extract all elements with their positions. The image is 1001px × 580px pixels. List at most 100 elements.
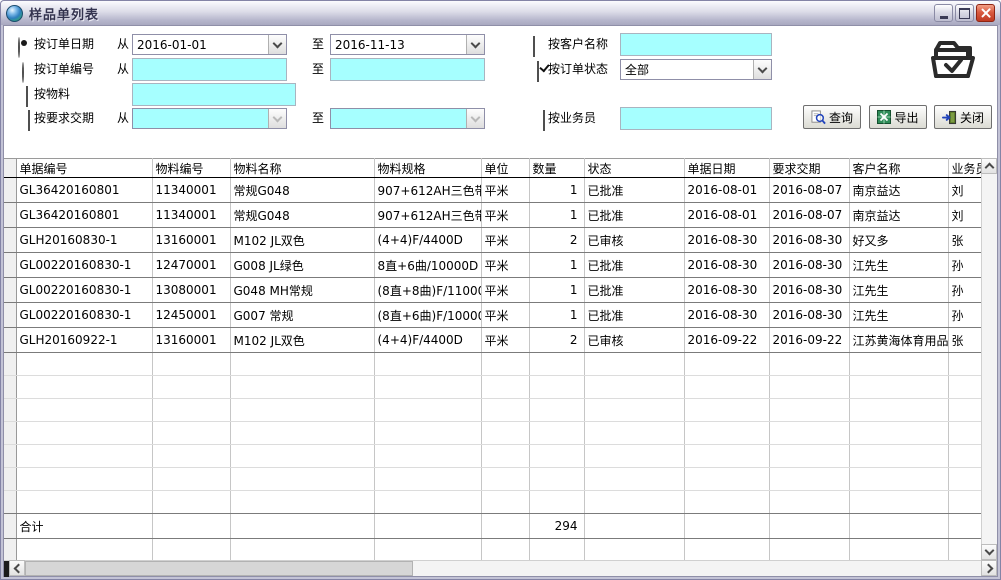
cell-customer: 南京益达: [849, 177, 949, 203]
cell-doc-date: 2016-08-30: [684, 277, 770, 303]
col-header-doc-date[interactable]: 单据日期: [684, 158, 770, 178]
cell-status: 已审核: [584, 227, 685, 253]
filter-by-date-radio[interactable]: [18, 37, 20, 58]
status-value: 全部: [625, 63, 650, 77]
orderno-to-input[interactable]: [330, 58, 485, 81]
cell-qty: 1: [529, 202, 585, 228]
scroll-up-button[interactable]: [981, 158, 997, 174]
row-selector[interactable]: [4, 252, 17, 278]
row-selector[interactable]: [4, 177, 17, 203]
col-header-status[interactable]: 状态: [584, 158, 685, 178]
export-button-label: 导出: [894, 110, 919, 125]
col-header-due-date[interactable]: 要求交期: [769, 158, 850, 178]
col-header-salesman[interactable]: 业务员: [948, 158, 982, 178]
row-selector[interactable]: [4, 227, 17, 253]
table-row[interactable]: GLH20160922-1 13160001 M102 JL双色 (4+4)F/440…: [4, 327, 982, 353]
cell-qty: 1: [529, 277, 585, 303]
table-row[interactable]: GL00220160830-1 12470001 G008 JL绿色 8直+6曲/10…: [4, 252, 982, 278]
search-document-icon: [811, 109, 826, 124]
cell-spec: 907+612AH三色带: [374, 177, 482, 203]
row-selector[interactable]: [4, 302, 17, 328]
cell-unit: 平米: [481, 177, 530, 203]
date-from-value: 2016-01-01: [137, 37, 207, 52]
cell-doc-date: 2016-08-01: [684, 202, 770, 228]
app-icon: [6, 4, 23, 22]
cell-material-name: 常规G048: [230, 177, 375, 203]
due-to-combo[interactable]: [330, 108, 485, 129]
table-row[interactable]: GL36420160801 11340001 常规G048 907+612AH三色带平…: [4, 202, 982, 228]
cell-customer: 江先生: [849, 302, 949, 328]
status-combo[interactable]: 全部: [620, 59, 772, 80]
col-header-material-name[interactable]: 物料名称: [230, 158, 375, 178]
close-button[interactable]: [976, 4, 995, 22]
filter-by-status-label: 按订单状态: [548, 62, 609, 76]
col-header-spec[interactable]: 物料规格: [374, 158, 482, 178]
date-from-dropdown-button[interactable]: [268, 35, 286, 54]
scroll-right-button[interactable]: [981, 560, 997, 576]
material-input[interactable]: [132, 83, 296, 106]
close-window-button[interactable]: 关闭: [934, 105, 992, 129]
date-to-dropdown-button[interactable]: [466, 35, 484, 54]
col-header-material-no[interactable]: 物料编号: [152, 158, 231, 178]
select-all-corner[interactable]: [4, 158, 17, 178]
customer-name-input[interactable]: [620, 33, 772, 56]
orderno-from-label: 从: [117, 62, 130, 76]
vertical-scrollbar[interactable]: [981, 158, 997, 560]
cell-material-no: 13080001: [152, 277, 231, 303]
table-row[interactable]: GLH20160830-1 13160001 M102 JL双色 (4+4)F/440…: [4, 227, 982, 253]
cell-doc-date: 2016-08-01: [684, 177, 770, 203]
export-button[interactable]: 导出: [869, 105, 927, 129]
filter-by-orderno-radio[interactable]: [22, 62, 24, 83]
cell-salesman: 孙: [948, 302, 982, 328]
chevron-down-icon: [984, 545, 994, 556]
col-header-qty[interactable]: 数量: [529, 158, 585, 178]
horizontal-scroll-thumb[interactable]: [25, 561, 413, 576]
date-to-combo[interactable]: 2016-11-13: [330, 34, 485, 55]
due-from-combo[interactable]: [132, 108, 287, 129]
cell-customer: 江先生: [849, 252, 949, 278]
filter-by-material-checkbox[interactable]: [26, 86, 28, 107]
cell-status: 已批准: [584, 252, 685, 278]
cell-salesman: 张: [948, 327, 982, 353]
filter-by-customer-checkbox[interactable]: [533, 36, 535, 57]
sample-order-table: 单据编号 物料编号 物料名称 物料规格 单位 数量 状态 单据日期 要求交期 客…: [4, 158, 982, 561]
cell-qty: 1: [529, 302, 585, 328]
scroll-down-button[interactable]: [981, 544, 997, 560]
scroll-left-button[interactable]: [9, 560, 25, 576]
cell-doc-no: GLH20160922-1: [16, 327, 153, 353]
date-to-label: 至: [312, 37, 325, 51]
table-header-row: 单据编号 物料编号 物料名称 物料规格 单位 数量 状态 单据日期 要求交期 客…: [4, 158, 982, 178]
status-dropdown-button[interactable]: [753, 60, 771, 79]
row-selector[interactable]: [4, 327, 17, 353]
orderno-from-input[interactable]: [132, 58, 287, 81]
due-from-dropdown-button[interactable]: [268, 109, 286, 128]
salesman-input[interactable]: [620, 107, 772, 130]
cell-doc-date: 2016-08-30: [684, 252, 770, 278]
table-row[interactable]: GL00220160830-1 13080001 G048 MH常规 (8直+8曲)F…: [4, 277, 982, 303]
chevron-right-icon: [983, 563, 993, 573]
cell-doc-no: GL00220160830-1: [16, 252, 153, 278]
filter-by-salesman-checkbox[interactable]: [543, 110, 545, 131]
col-header-doc-no[interactable]: 单据编号: [16, 158, 153, 178]
cell-due-date: 2016-08-30: [769, 277, 850, 303]
horizontal-scrollbar[interactable]: [4, 560, 997, 577]
maximize-icon: [959, 7, 970, 19]
row-selector[interactable]: [4, 202, 17, 228]
table-row[interactable]: GL36420160801 11340001 常规G048 907+612AH三色带平…: [4, 177, 982, 203]
row-selector[interactable]: [4, 277, 17, 303]
grid-split-handle[interactable]: [4, 561, 9, 577]
title-bar[interactable]: 样品单列表: [1, 1, 1000, 25]
col-header-customer[interactable]: 客户名称: [849, 158, 949, 178]
query-button[interactable]: 查询: [803, 105, 861, 129]
filter-by-status-checkbox[interactable]: [537, 61, 539, 82]
filter-by-due-checkbox[interactable]: [28, 110, 30, 131]
cell-doc-no: GL00220160830-1: [16, 277, 153, 303]
minimize-button[interactable]: [934, 4, 953, 22]
due-to-dropdown-button[interactable]: [466, 109, 484, 128]
date-from-combo[interactable]: 2016-01-01: [132, 34, 287, 55]
maximize-button[interactable]: [955, 4, 974, 22]
cell-doc-date: 2016-08-30: [684, 227, 770, 253]
table-row[interactable]: GL00220160830-1 12450001 G007 常规 (8直+6曲)F/1…: [4, 302, 982, 328]
col-header-unit[interactable]: 单位: [481, 158, 530, 178]
